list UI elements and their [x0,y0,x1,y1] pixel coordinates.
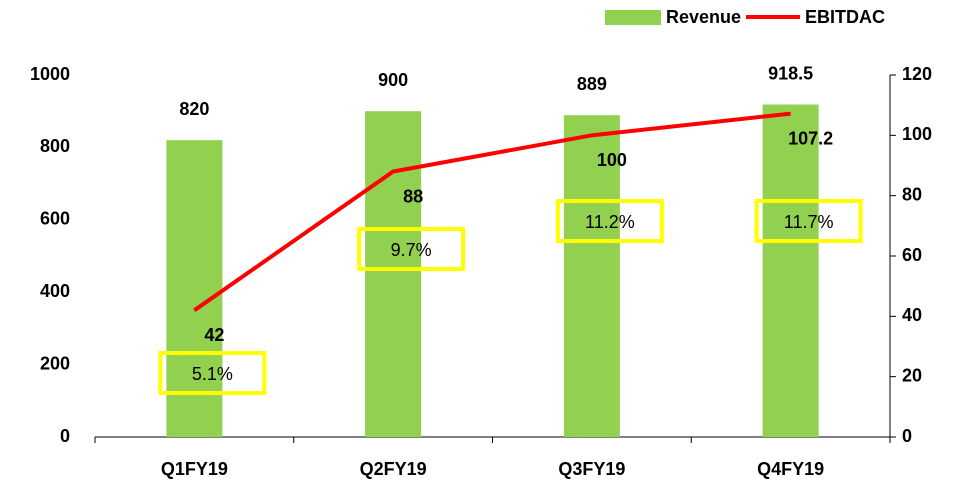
line-value-label: 107.2 [788,128,833,148]
y-tick-label: 800 [40,136,70,156]
bar [365,111,422,437]
annotation-box [555,199,664,243]
legend-swatch [605,10,661,25]
bar [563,115,620,437]
bar-value-label: 918.5 [768,63,813,83]
y2-tick-label: 100 [902,124,932,144]
line-value-label: 42 [204,325,224,345]
y2-tick-label: 0 [902,426,912,446]
bar-value-label: 889 [577,74,607,94]
y2-tick-label: 80 [902,184,922,204]
y2-tick-label: 40 [902,305,922,325]
y-tick-label: 200 [40,353,70,373]
x-tick-label: Q3FY19 [558,459,625,479]
y2-tick-label: 60 [902,245,922,265]
y2-tick-label: 20 [902,365,922,385]
x-tick-label: Q2FY19 [360,459,427,479]
bar [166,140,223,437]
y2-tick-label: 120 [902,64,932,84]
bar-value-label: 820 [179,99,209,119]
line-value-label: 88 [403,186,423,206]
line [193,111,791,312]
annotation: 11.7% [784,212,834,232]
y-tick-label: 400 [40,281,70,301]
annotation: 11.2% [585,212,635,232]
annotation-box [357,227,466,271]
y-tick-label: 600 [40,209,70,229]
y-tick-label: 1000 [30,64,70,84]
y-tick-label: 0 [60,426,70,446]
legend-label: Revenue [666,7,741,27]
x-tick-label: Q1FY19 [161,459,228,479]
bar [762,104,819,438]
x-tick-label: Q4FY19 [757,459,824,479]
annotation-box [754,199,863,243]
annotation: 5.1% [192,364,233,384]
bar-value-label: 900 [378,70,408,90]
annotation-box [158,351,267,395]
line-value-label: 100 [597,150,627,170]
legend-label: EBITDAC [805,7,885,27]
annotation: 9.7% [391,240,432,260]
